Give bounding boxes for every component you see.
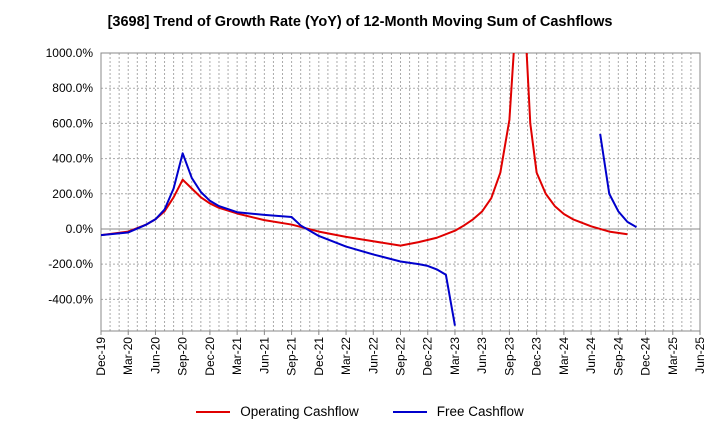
x-tick-label: Dec-22 xyxy=(421,337,435,376)
legend: Operating Cashflow Free Cashflow xyxy=(0,404,720,419)
x-tick-label: Jun-21 xyxy=(257,337,271,374)
x-tick-label: Sep-23 xyxy=(502,337,516,376)
x-tick-label: Sep-20 xyxy=(176,337,190,376)
legend-label-operating: Operating Cashflow xyxy=(240,404,359,419)
series-line-free-cashflow xyxy=(599,133,637,229)
x-tick-label: Jun-20 xyxy=(148,337,162,374)
y-tick-label: 1000.0% xyxy=(46,46,94,60)
legend-item-free-cashflow: Free Cashflow xyxy=(392,404,524,419)
series-line-free-cashflow xyxy=(101,152,456,326)
x-tick-label: Mar-22 xyxy=(339,337,353,375)
y-tick-label: 800.0% xyxy=(52,81,93,95)
x-tick-label: Dec-20 xyxy=(203,337,217,376)
x-tick-label: Dec-19 xyxy=(94,337,108,376)
x-tick-label: Dec-21 xyxy=(312,337,326,376)
x-tick-label: Mar-25 xyxy=(666,337,680,375)
x-tick-label: Jun-22 xyxy=(366,337,380,374)
y-tick-label: -200.0% xyxy=(48,257,93,271)
x-tick-label: Sep-22 xyxy=(394,337,408,376)
x-tick-label: Mar-20 xyxy=(121,337,135,375)
series-line-operating-cashflow xyxy=(101,53,628,247)
x-tick-label: Mar-24 xyxy=(557,337,571,375)
x-tick-label: Sep-21 xyxy=(285,337,299,376)
grid-lines xyxy=(101,52,700,331)
legend-label-free: Free Cashflow xyxy=(436,404,524,419)
x-tick-label: Jun-25 xyxy=(693,337,707,374)
x-tick-label: Mar-21 xyxy=(230,337,244,375)
axes xyxy=(100,52,701,335)
legend-swatch-free xyxy=(392,410,427,413)
x-tick-label: Mar-23 xyxy=(448,337,462,375)
chart-title: [3698] Trend of Growth Rate (YoY) of 12-… xyxy=(107,14,613,30)
y-tick-label: 200.0% xyxy=(52,187,93,201)
y-tick-label: 400.0% xyxy=(52,152,93,166)
x-tick-label: Dec-24 xyxy=(639,337,653,376)
series-lines xyxy=(101,53,637,326)
legend-item-operating-cashflow: Operating Cashflow xyxy=(196,404,359,419)
x-tick-label: Jun-23 xyxy=(475,337,489,374)
x-tick-label: Jun-24 xyxy=(584,337,598,374)
y-tick-label: -400.0% xyxy=(48,292,93,306)
y-tick-label: 0.0% xyxy=(66,222,94,236)
x-tick-label: Dec-23 xyxy=(530,337,544,376)
legend-swatch-operating xyxy=(196,410,231,413)
tick-labels: 1000.0% 800.0% 600.0% 400.0% 200.0% 0.0% -200.… xyxy=(46,46,707,376)
x-tick-label: Sep-24 xyxy=(611,337,625,376)
y-tick-label: 600.0% xyxy=(52,116,93,130)
